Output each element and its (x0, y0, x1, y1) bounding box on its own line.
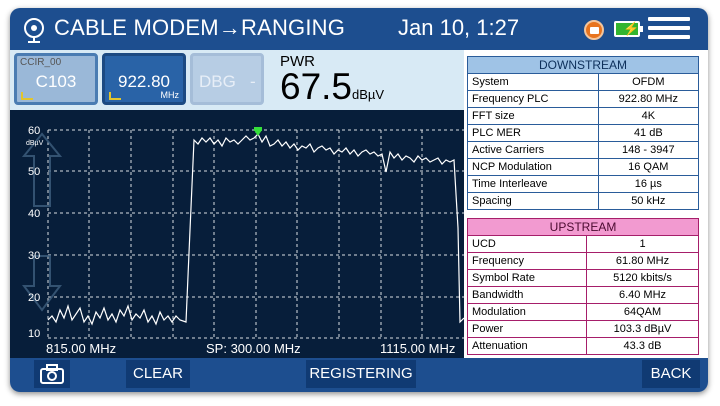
menu-icon[interactable] (648, 17, 690, 43)
power-reading: 67.5dBµV (280, 66, 384, 108)
date-time: Jan 10, 1:27 (398, 15, 520, 40)
y-tick-label: 40 (28, 208, 41, 220)
marker-icon (254, 130, 262, 136)
clear-button[interactable]: CLEAR (126, 360, 190, 388)
table-row: Frequency PLC 922.80 MHz (467, 90, 700, 108)
channel-plan-chip[interactable]: CCIR_00 C103 (14, 53, 98, 105)
frequency-axis: 815.00 MHz SP: 300.00 MHz 1115.00 MHz (10, 340, 464, 358)
y-tick-label: 10 (28, 328, 41, 340)
info-panel: DOWNSTREAM System OFDM Frequency PLC 922.8… (464, 50, 708, 358)
camera-icon (40, 364, 64, 384)
table-row: Time Interleave 16 µs (467, 175, 700, 193)
battery-charging-icon: ⚡ (614, 21, 643, 37)
screen-title: CABLE MODEM→RANGING (54, 15, 346, 40)
frequency-unit: MHz (160, 90, 180, 100)
frequency-chip[interactable]: 922.80 MHz (102, 53, 186, 105)
table-row: Modulation 64QAM (466, 303, 699, 321)
upstream-table: UPSTREAM UCD 1 Frequency 61.80 MHz Symbol … (466, 218, 699, 355)
channel-value: C103 (35, 72, 77, 91)
back-button[interactable]: BACK (642, 360, 700, 388)
frequency-value: 922.80 (118, 72, 170, 91)
bottom-toolbar: CLEAR REGISTERING BACK (10, 358, 708, 392)
y-tick-label: 20 (28, 292, 41, 304)
registering-button[interactable]: REGISTERING (306, 360, 416, 388)
y-tick-label: 50 (28, 166, 41, 178)
start-frequency: 815.00 MHz (46, 341, 117, 356)
upstream-title: UPSTREAM (467, 218, 699, 236)
signal-wave-icon (109, 92, 121, 100)
message-icon[interactable] (584, 20, 604, 40)
y-axis-unit: dBµV (26, 140, 44, 147)
table-row: Attenuation 43.3 dB (466, 337, 699, 355)
table-row: FFT size 4K (467, 107, 700, 125)
table-row: Symbol Rate 5120 kbits/s (466, 269, 699, 287)
spectrum-plot[interactable]: dBµV 60 50 40 30 20 10 (10, 110, 464, 340)
span-frequency: SP: 300.00 MHz (206, 341, 301, 356)
table-row: Bandwidth 6.40 MHz (466, 286, 699, 304)
debug-chip[interactable]: DBG - (190, 53, 264, 105)
debug-value: DBG - (199, 72, 256, 91)
power-label: PWR (280, 53, 315, 70)
table-row: System OFDM (467, 73, 700, 91)
power-value: 67.5 (280, 66, 353, 107)
table-row: NCP Modulation 16 QAM (467, 158, 700, 176)
table-row: Frequency 61.80 MHz (466, 252, 699, 270)
downstream-title: DOWNSTREAM (467, 56, 699, 74)
device-screen: CABLE MODEM→RANGING Jan 10, 1:27 ⚡ CCIR_… (10, 8, 708, 392)
y-tick-label: 30 (28, 250, 41, 262)
channel-bar: CCIR_00 C103 922.80 MHz DBG - PWR 67.5dB… (10, 50, 464, 110)
table-row: Power 103.3 dBµV (466, 320, 699, 338)
table-row: PLC MER 41 dB (467, 124, 700, 142)
y-tick-label: 60 (28, 125, 41, 137)
channel-plan-label: CCIR_00 (20, 57, 62, 68)
screenshot-button[interactable] (34, 360, 70, 388)
table-row: Active Carriers 148 - 3947 (467, 141, 700, 159)
table-row: UCD 1 (466, 235, 699, 253)
tv-logo-icon (24, 18, 44, 43)
header-bar: CABLE MODEM→RANGING Jan 10, 1:27 ⚡ (10, 8, 708, 50)
downstream-table: DOWNSTREAM System OFDM Frequency PLC 922.8… (467, 56, 700, 210)
signal-wave-icon (21, 92, 33, 100)
table-row: Spacing 50 kHz (467, 192, 700, 210)
power-unit: dBµV (352, 87, 385, 102)
spectrum-graph (21, 127, 464, 339)
stop-frequency: 1115.00 MHz (380, 341, 456, 356)
